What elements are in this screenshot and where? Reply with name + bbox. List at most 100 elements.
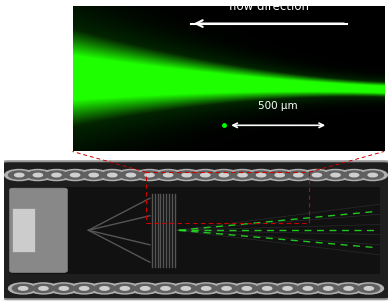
- Circle shape: [247, 170, 276, 181]
- Circle shape: [110, 283, 140, 294]
- Circle shape: [116, 170, 145, 181]
- Circle shape: [238, 173, 247, 177]
- Circle shape: [275, 173, 284, 177]
- Circle shape: [18, 287, 28, 290]
- Circle shape: [325, 171, 346, 179]
- Circle shape: [23, 170, 53, 181]
- Circle shape: [33, 173, 42, 177]
- Circle shape: [294, 173, 303, 177]
- Circle shape: [297, 284, 319, 293]
- Circle shape: [80, 287, 89, 290]
- Circle shape: [94, 284, 115, 293]
- Circle shape: [120, 171, 142, 179]
- Circle shape: [358, 284, 379, 293]
- Circle shape: [126, 173, 136, 177]
- Circle shape: [201, 287, 211, 290]
- Circle shape: [354, 283, 383, 294]
- Circle shape: [362, 171, 383, 179]
- Circle shape: [59, 287, 69, 290]
- Circle shape: [256, 173, 266, 177]
- Circle shape: [344, 287, 353, 290]
- Circle shape: [338, 284, 359, 293]
- Circle shape: [157, 171, 179, 179]
- Text: 500 μm: 500 μm: [258, 101, 298, 111]
- Circle shape: [79, 170, 108, 181]
- Circle shape: [182, 173, 191, 177]
- Circle shape: [60, 170, 90, 181]
- Circle shape: [181, 287, 191, 290]
- Circle shape: [283, 287, 292, 290]
- Circle shape: [201, 173, 210, 177]
- Circle shape: [312, 173, 321, 177]
- Circle shape: [90, 283, 119, 294]
- Circle shape: [29, 283, 58, 294]
- Circle shape: [155, 284, 176, 293]
- Circle shape: [161, 287, 170, 290]
- Circle shape: [213, 171, 235, 179]
- Circle shape: [175, 284, 196, 293]
- Circle shape: [321, 170, 350, 181]
- Circle shape: [194, 171, 216, 179]
- Circle shape: [139, 171, 160, 179]
- Circle shape: [151, 283, 180, 294]
- Circle shape: [232, 171, 253, 179]
- Circle shape: [273, 283, 302, 294]
- Circle shape: [212, 283, 241, 294]
- Circle shape: [5, 170, 34, 181]
- Circle shape: [102, 171, 123, 179]
- Circle shape: [256, 284, 278, 293]
- Circle shape: [192, 283, 221, 294]
- Circle shape: [42, 170, 71, 181]
- Circle shape: [46, 171, 67, 179]
- Circle shape: [141, 287, 150, 290]
- Circle shape: [33, 284, 54, 293]
- Circle shape: [53, 284, 74, 293]
- Circle shape: [196, 284, 217, 293]
- Circle shape: [277, 284, 298, 293]
- Circle shape: [71, 173, 80, 177]
- Circle shape: [339, 170, 369, 181]
- Circle shape: [219, 173, 229, 177]
- Circle shape: [89, 173, 98, 177]
- Circle shape: [358, 170, 387, 181]
- Circle shape: [242, 287, 251, 290]
- Circle shape: [9, 283, 38, 294]
- Circle shape: [120, 287, 129, 290]
- Circle shape: [331, 173, 340, 177]
- Circle shape: [302, 170, 332, 181]
- Circle shape: [39, 287, 48, 290]
- Circle shape: [350, 173, 359, 177]
- Circle shape: [154, 170, 183, 181]
- Circle shape: [236, 284, 258, 293]
- Bar: [12, 208, 34, 252]
- Circle shape: [252, 283, 282, 294]
- Circle shape: [265, 170, 294, 181]
- Circle shape: [100, 287, 109, 290]
- Circle shape: [15, 173, 24, 177]
- Circle shape: [323, 287, 333, 290]
- Circle shape: [176, 171, 198, 179]
- Circle shape: [98, 170, 127, 181]
- Circle shape: [13, 284, 34, 293]
- Circle shape: [114, 284, 136, 293]
- Circle shape: [232, 283, 261, 294]
- Circle shape: [269, 171, 290, 179]
- Circle shape: [250, 171, 272, 179]
- Circle shape: [306, 171, 328, 179]
- Text: flow direction: flow direction: [229, 0, 309, 13]
- Circle shape: [49, 283, 78, 294]
- Circle shape: [83, 171, 104, 179]
- FancyBboxPatch shape: [2, 161, 390, 299]
- Circle shape: [134, 284, 156, 293]
- Circle shape: [27, 171, 49, 179]
- Circle shape: [135, 170, 164, 181]
- FancyBboxPatch shape: [10, 188, 67, 272]
- Circle shape: [288, 171, 309, 179]
- Circle shape: [303, 287, 312, 290]
- Circle shape: [108, 173, 117, 177]
- Circle shape: [52, 173, 61, 177]
- Circle shape: [334, 283, 363, 294]
- Circle shape: [64, 171, 86, 179]
- Circle shape: [216, 284, 237, 293]
- Circle shape: [263, 287, 272, 290]
